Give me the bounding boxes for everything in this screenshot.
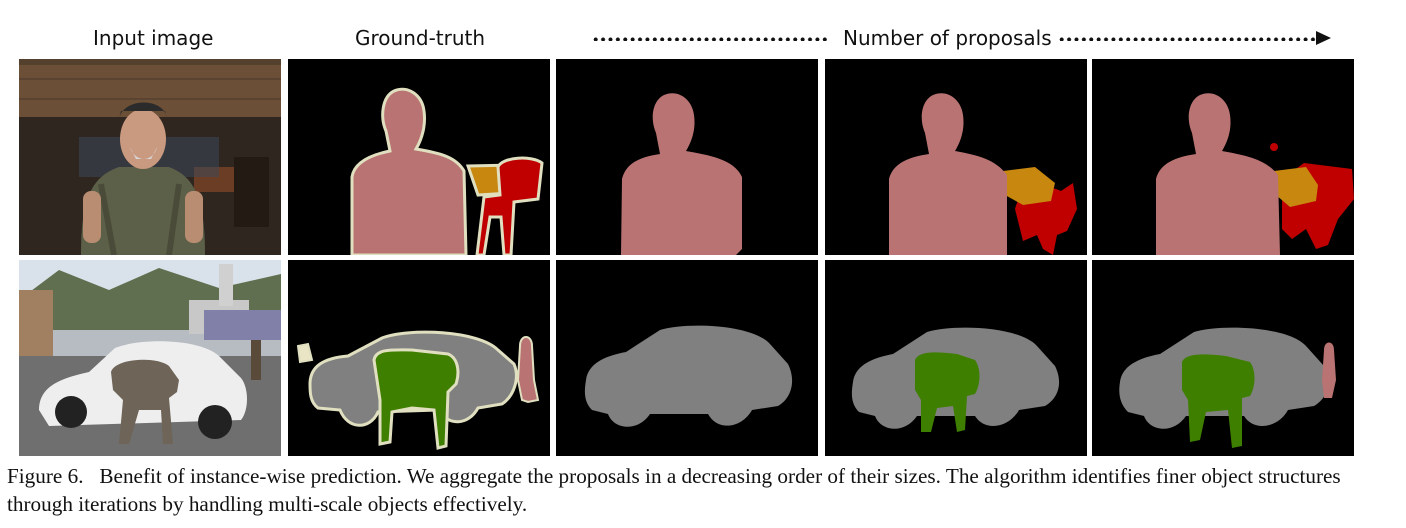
caption-text: Benefit of instance-wise prediction. We … — [7, 464, 1341, 516]
row2-proposals-stage-3 — [1092, 260, 1354, 456]
row2-ground-truth-mask — [288, 260, 550, 456]
row2-proposals-stage-1 — [556, 260, 818, 456]
row1-proposals-stage-2 — [825, 59, 1087, 255]
header-number-of-proposals: Number of proposals — [843, 26, 1052, 50]
header-ground-truth: Ground-truth — [355, 26, 486, 50]
dotted-arrow-right — [1058, 37, 1316, 41]
header-input-image: Input image — [93, 26, 214, 50]
row2-input-photo — [19, 260, 281, 456]
row1-proposals-stage-1 — [556, 59, 818, 255]
dotted-arrow-left — [592, 37, 830, 41]
caption-label: Figure 6. — [7, 464, 84, 488]
row2-proposals-stage-2 — [825, 260, 1087, 456]
arrowhead-icon — [1316, 31, 1331, 45]
figure-caption: Figure 6. Benefit of instance-wise predi… — [7, 462, 1399, 518]
row1-input-photo — [19, 59, 281, 255]
row1-ground-truth-mask — [288, 59, 550, 255]
row1-proposals-stage-3 — [1092, 59, 1354, 255]
